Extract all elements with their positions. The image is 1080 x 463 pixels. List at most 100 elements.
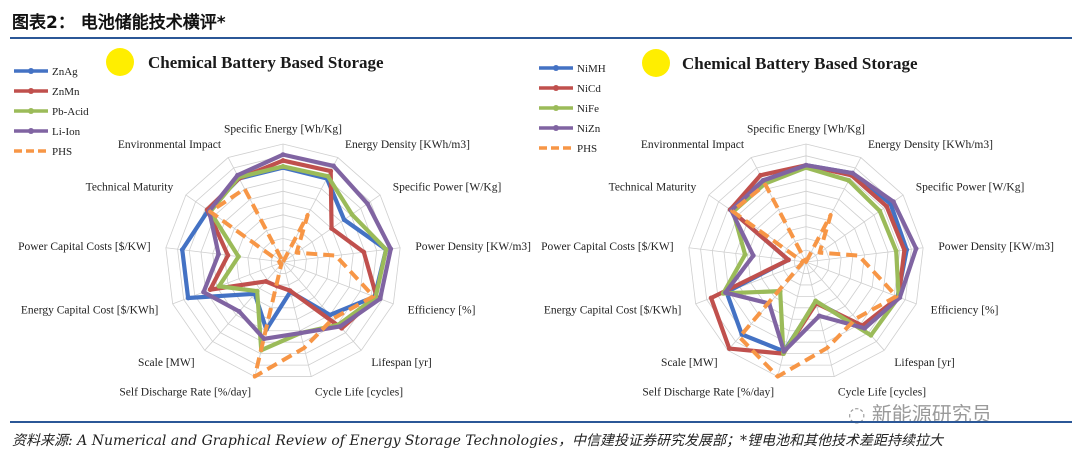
grid-ring xyxy=(224,202,342,320)
data-point xyxy=(877,208,883,214)
axis-label: Scale [MW] xyxy=(661,357,718,369)
data-point xyxy=(236,254,241,259)
data-point xyxy=(750,253,756,258)
data-point xyxy=(377,296,383,302)
data-point xyxy=(901,247,907,253)
legend-label: ZnMn xyxy=(52,86,80,98)
legend-label: ZnAg xyxy=(52,66,78,78)
axis-label: Scale [MW] xyxy=(138,357,195,369)
data-point xyxy=(891,199,896,205)
data-point xyxy=(328,168,334,174)
data-point xyxy=(893,248,899,254)
legend-label: NiFe xyxy=(577,103,599,115)
data-point xyxy=(207,287,213,293)
series-line-znag xyxy=(180,165,389,332)
sun-icon xyxy=(106,48,134,76)
series-line-li-ion xyxy=(201,152,393,341)
data-point xyxy=(813,298,819,304)
axis-label: Self Discharge Rate [%/day] xyxy=(119,386,251,398)
figure-title: 图表2： 电池储能技术横评* xyxy=(12,13,226,33)
grid-ring xyxy=(711,167,901,355)
legend-label: PHS xyxy=(52,146,72,158)
data-point xyxy=(383,247,389,252)
data-point xyxy=(846,178,852,183)
axis-label: Specific Energy [Wh/Kg] xyxy=(224,124,342,136)
data-point xyxy=(897,295,903,300)
data-point xyxy=(850,170,856,176)
data-point xyxy=(329,226,334,231)
data-point xyxy=(913,246,919,252)
radar-chart-right: Specific Energy [Wh/Kg]Energy Density [K… xyxy=(539,49,1054,398)
data-point xyxy=(758,172,763,178)
legend-marker xyxy=(28,128,34,134)
data-point xyxy=(287,288,293,294)
data-point xyxy=(726,346,732,351)
data-point xyxy=(201,289,206,295)
data-point xyxy=(325,173,331,179)
data-point xyxy=(337,324,343,329)
axis-label: Power Capital Costs [$/KW] xyxy=(541,240,674,253)
axis-label: Energy Density [KWh/m3] xyxy=(345,139,470,151)
axis-label: Self Discharge Rate [%/day] xyxy=(642,386,774,398)
grid-ring xyxy=(688,143,924,377)
data-point xyxy=(786,257,791,263)
data-point xyxy=(263,279,269,284)
series-line-pb-acid xyxy=(208,164,389,353)
grid-spoke xyxy=(282,247,401,263)
axis-label: Power Density [KW/m3] xyxy=(415,241,531,253)
data-point xyxy=(349,212,355,217)
top-divider xyxy=(10,37,1072,39)
legend-marker xyxy=(28,68,34,74)
source-note: 资料来源: A Numerical and Graphical Review o… xyxy=(12,433,943,449)
legend-label: NiMH xyxy=(577,63,606,75)
axis-label: Lifespan [yr] xyxy=(894,357,954,369)
legend-marker xyxy=(553,85,559,91)
data-point xyxy=(254,288,260,294)
legend-label: PHS xyxy=(577,143,597,155)
axis-label: Energy Density [KWh/m3] xyxy=(868,139,993,151)
data-point xyxy=(884,203,890,209)
data-point xyxy=(760,178,766,183)
axis-label: Environmental Impact xyxy=(118,139,222,151)
data-point xyxy=(327,312,333,318)
axis-label: Specific Energy [Wh/Kg] xyxy=(747,124,865,136)
axis-label: Specific Power [W/Kg] xyxy=(393,181,502,193)
data-point xyxy=(816,313,822,319)
grid-ring xyxy=(212,190,354,332)
data-point xyxy=(781,348,787,354)
legend-marker xyxy=(553,65,559,71)
axis-label: Lifespan [yr] xyxy=(371,357,431,369)
axis-label: Energy Capital Cost [$/KWh] xyxy=(21,303,158,316)
data-point xyxy=(235,172,240,178)
grid-spoke xyxy=(282,261,362,351)
axis-label: Environmental Impact xyxy=(641,139,745,151)
data-point xyxy=(803,162,809,168)
data-point xyxy=(361,249,367,255)
axis-label: Technical Maturity xyxy=(609,181,697,193)
axis-label: Energy Capital Cost [$/KWh] xyxy=(544,303,681,316)
legend-marker xyxy=(553,105,559,111)
bottom-divider xyxy=(10,421,1072,423)
grid-spoke xyxy=(777,261,807,377)
data-point xyxy=(216,251,221,257)
legend-label: Pb-Acid xyxy=(52,106,89,118)
data-point xyxy=(216,283,222,289)
legend-marker xyxy=(28,108,34,114)
wechat-icon: ◌ xyxy=(848,402,872,426)
axis-label: Specific Power [W/Kg] xyxy=(916,181,1025,193)
grid-spoke xyxy=(282,261,312,377)
data-point xyxy=(708,295,714,301)
data-point xyxy=(341,217,347,223)
legend: ZnAg ZnMn Pb-Acid Li-Ion PHS xyxy=(14,66,89,158)
data-point xyxy=(331,163,336,169)
axis-label: Cycle Life [cycles] xyxy=(838,386,926,398)
axis-label: Efficiency [%] xyxy=(408,304,476,316)
axis-label: Cycle Life [cycles] xyxy=(315,386,403,398)
data-point xyxy=(225,252,231,258)
axis-label: Efficiency [%] xyxy=(931,304,999,316)
grid-ring xyxy=(235,214,331,309)
legend-marker xyxy=(553,125,559,131)
axis-label: Technical Maturity xyxy=(86,181,174,193)
legend: NiMH NiCd NiFe NiZn PHS xyxy=(539,63,606,155)
grid-ring xyxy=(177,155,389,366)
